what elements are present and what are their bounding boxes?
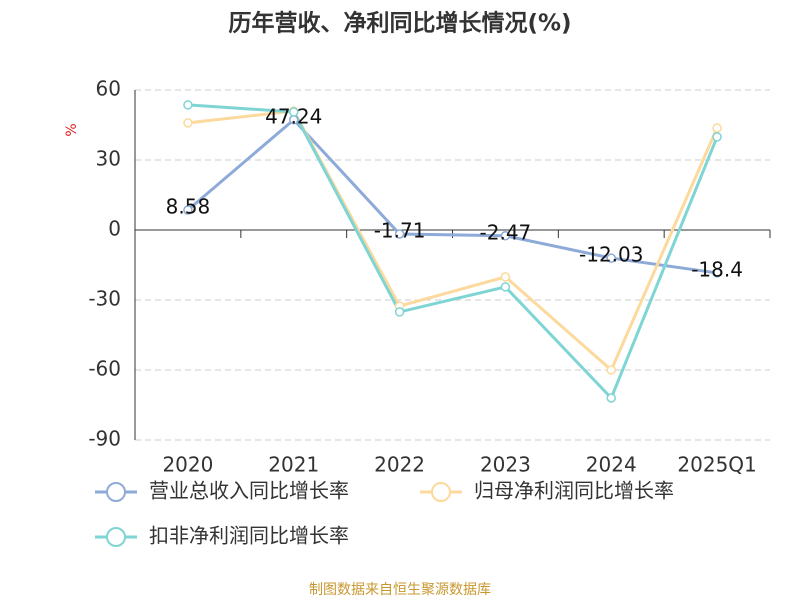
x-tick-label: 2025Q1 xyxy=(677,453,756,477)
data-point xyxy=(712,132,722,142)
data-label: -2.47 xyxy=(480,220,532,244)
y-axis-label: % xyxy=(64,123,80,136)
x-tick-label: 2021 xyxy=(268,453,319,477)
y-tick-label: -60 xyxy=(88,357,121,381)
series-line xyxy=(187,109,719,373)
data-point xyxy=(712,268,722,278)
data-label: -18.4 xyxy=(691,257,743,281)
data-label: -1.71 xyxy=(374,218,426,242)
data-point xyxy=(500,231,511,241)
y-tick-label: 0 xyxy=(108,217,121,241)
y-tick-label: 60 xyxy=(96,77,121,101)
data-point xyxy=(289,107,299,117)
data-label: -12.03 xyxy=(579,243,643,267)
series-line xyxy=(187,103,719,401)
data-point xyxy=(606,365,616,375)
data-point xyxy=(183,205,193,215)
y-tick-label: -30 xyxy=(88,287,121,311)
data-point xyxy=(500,282,511,292)
data-point xyxy=(500,272,511,282)
data-point xyxy=(712,123,722,133)
x-tick-label: 2024 xyxy=(586,453,637,477)
data-point xyxy=(183,118,193,128)
legend-label: 归母净利润同比增长率 xyxy=(474,479,674,503)
x-tick-label: 2020 xyxy=(162,453,213,477)
x-tick-label: 2022 xyxy=(374,453,425,477)
legend-marker xyxy=(106,527,126,547)
source: 制图数据来自恒生聚源数据库 xyxy=(309,582,491,598)
data-label: 8.58 xyxy=(166,194,211,218)
data-point xyxy=(394,307,405,317)
series-line xyxy=(186,117,718,275)
legend-label: 营业总收入同比增长率 xyxy=(149,479,349,503)
y-tick-label: -90 xyxy=(88,427,121,451)
data-point xyxy=(606,393,616,403)
legend-label: 扣非净利润同比增长率 xyxy=(149,524,349,548)
chart-title: 历年营收、净利同比增长情况(%) xyxy=(228,10,571,37)
data-label: 47.24 xyxy=(265,104,322,128)
legend-marker xyxy=(106,482,126,502)
data-point xyxy=(183,100,193,110)
data-point xyxy=(606,253,616,263)
data-point xyxy=(394,229,405,239)
legend-marker xyxy=(431,482,451,502)
x-tick-label: 2023 xyxy=(480,453,531,477)
y-tick-label: 30 xyxy=(96,147,121,171)
